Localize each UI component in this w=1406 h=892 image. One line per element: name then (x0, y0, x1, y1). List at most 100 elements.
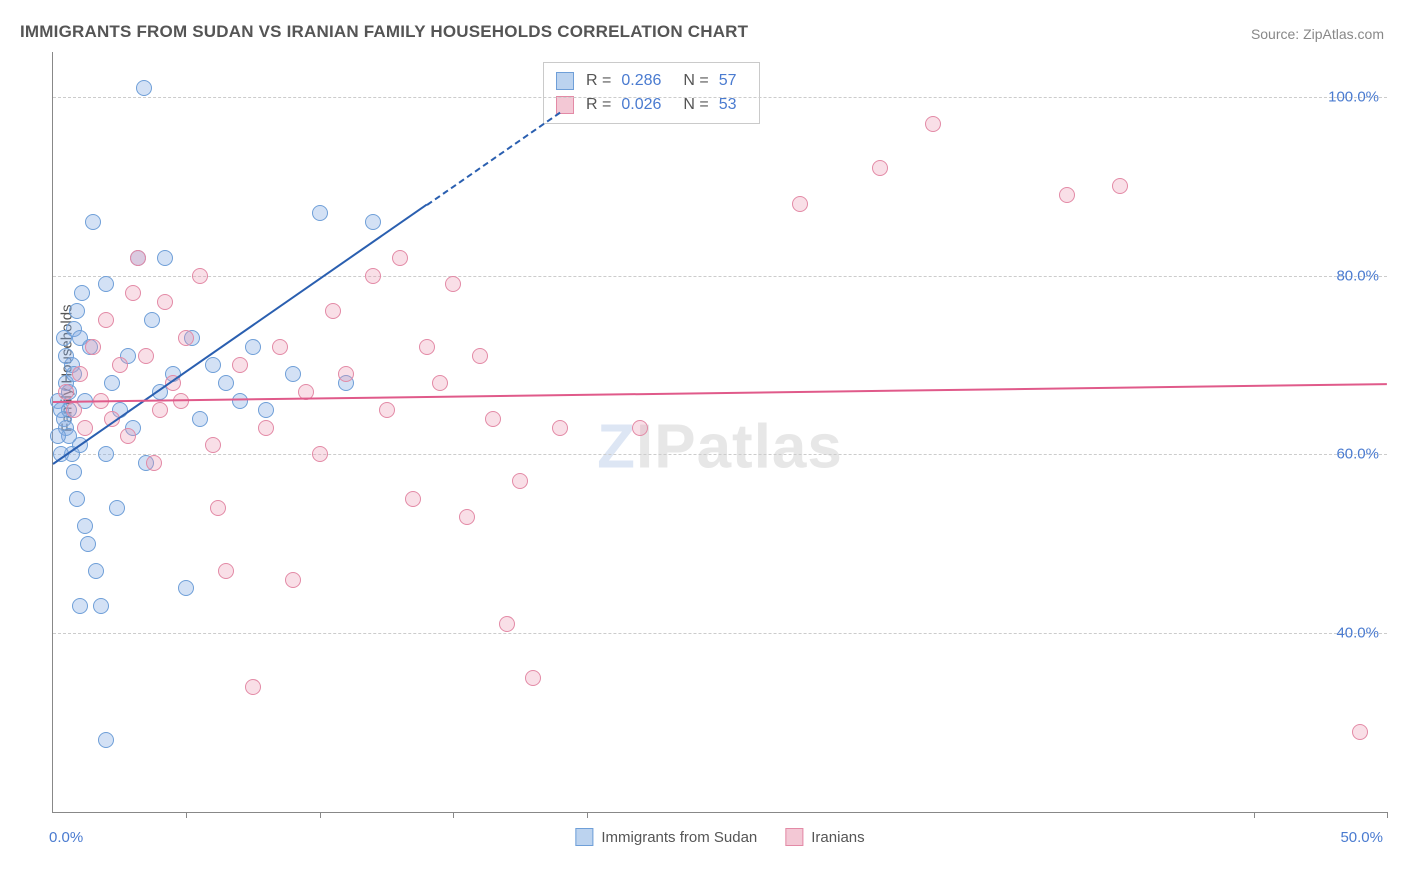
data-point (50, 428, 66, 444)
x-tick (320, 812, 321, 818)
data-point (232, 393, 248, 409)
data-point (192, 411, 208, 427)
trend-line (53, 383, 1387, 403)
data-point (98, 446, 114, 462)
stat-r-value: 0.286 (621, 69, 661, 93)
plot-area: Family Households ZIPatlas R =0.286N =57… (52, 52, 1387, 813)
data-point (205, 437, 221, 453)
data-point (512, 473, 528, 489)
data-point (472, 348, 488, 364)
data-point (72, 366, 88, 382)
data-point (258, 402, 274, 418)
data-point (77, 518, 93, 534)
data-point (485, 411, 501, 427)
data-point (192, 268, 208, 284)
legend-swatch (785, 828, 803, 846)
x-axis-max-label: 50.0% (1340, 829, 1383, 846)
data-point (1352, 724, 1368, 740)
source-label: Source: ZipAtlas.com (1251, 26, 1384, 42)
legend-label: Immigrants from Sudan (601, 829, 757, 846)
y-tick-label: 100.0% (1328, 88, 1379, 105)
gridline (53, 97, 1387, 98)
stat-r-label: R = (586, 69, 611, 93)
data-point (285, 572, 301, 588)
data-point (77, 420, 93, 436)
data-point (69, 303, 85, 319)
data-point (205, 357, 221, 373)
stats-legend: R =0.286N =57R =0.026N =53 (543, 62, 760, 124)
data-point (157, 250, 173, 266)
data-point (432, 375, 448, 391)
data-point (872, 160, 888, 176)
data-point (245, 679, 261, 695)
data-point (258, 420, 274, 436)
data-point (56, 330, 72, 346)
data-point (112, 357, 128, 373)
y-tick-label: 40.0% (1336, 625, 1379, 642)
data-point (136, 80, 152, 96)
x-tick (453, 812, 454, 818)
data-point (232, 357, 248, 373)
legend-item: Immigrants from Sudan (575, 828, 757, 846)
data-point (146, 455, 162, 471)
data-point (445, 276, 461, 292)
data-point (218, 563, 234, 579)
gridline (53, 276, 1387, 277)
data-point (80, 536, 96, 552)
data-point (178, 330, 194, 346)
data-point (405, 491, 421, 507)
x-tick (1254, 812, 1255, 818)
data-point (925, 116, 941, 132)
data-point (72, 598, 88, 614)
y-tick-label: 60.0% (1336, 446, 1379, 463)
data-point (93, 598, 109, 614)
data-point (525, 670, 541, 686)
legend-swatch (556, 72, 574, 90)
data-point (392, 250, 408, 266)
data-point (85, 339, 101, 355)
data-point (66, 464, 82, 480)
data-point (120, 428, 136, 444)
data-point (130, 250, 146, 266)
trend-line-extension (426, 112, 561, 206)
data-point (178, 580, 194, 596)
x-tick (186, 812, 187, 818)
data-point (272, 339, 288, 355)
legend-item: Iranians (785, 828, 864, 846)
data-point (245, 339, 261, 355)
data-point (552, 420, 568, 436)
data-point (88, 563, 104, 579)
data-point (379, 402, 395, 418)
data-point (338, 366, 354, 382)
gridline (53, 454, 1387, 455)
data-point (285, 366, 301, 382)
trend-line (52, 204, 427, 465)
watermark-z: Z (597, 413, 636, 482)
watermark-rest: IPatlas (636, 413, 843, 482)
data-point (312, 446, 328, 462)
data-point (325, 303, 341, 319)
legend-label: Iranians (811, 829, 864, 846)
data-point (58, 384, 74, 400)
gridline (53, 633, 1387, 634)
y-tick-label: 80.0% (1336, 267, 1379, 284)
data-point (85, 214, 101, 230)
data-point (365, 268, 381, 284)
chart-title: IMMIGRANTS FROM SUDAN VS IRANIAN FAMILY … (20, 22, 748, 42)
data-point (1059, 187, 1075, 203)
data-point (98, 732, 114, 748)
legend-swatch (575, 828, 593, 846)
data-point (69, 491, 85, 507)
data-point (104, 375, 120, 391)
stat-n-value: 57 (719, 69, 737, 93)
data-point (218, 375, 234, 391)
data-point (109, 500, 125, 516)
data-point (459, 509, 475, 525)
data-point (1112, 178, 1128, 194)
data-point (144, 312, 160, 328)
data-point (312, 205, 328, 221)
data-point (632, 420, 648, 436)
data-point (792, 196, 808, 212)
data-point (98, 276, 114, 292)
x-tick (587, 812, 588, 818)
